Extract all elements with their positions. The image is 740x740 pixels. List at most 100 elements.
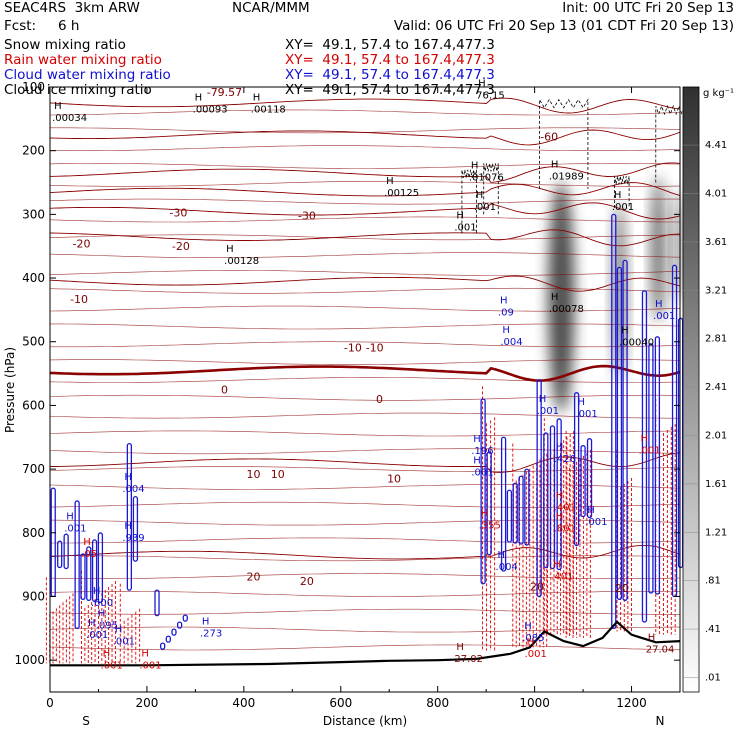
cloud-water-contour	[648, 343, 654, 594]
cloud-water-cell-8	[611, 213, 628, 629]
max-value-label: .801	[554, 524, 576, 535]
isotherm-20	[49, 544, 681, 560]
max-h-glyph: H	[98, 608, 106, 619]
max-value-label: .426	[554, 454, 576, 465]
cloud-water-contour	[500, 436, 507, 572]
cloud-water-cell-2	[126, 442, 139, 591]
cloud-ice-outline-2	[539, 98, 589, 189]
maximum-marker: H.00093	[193, 93, 228, 116]
max-value-label: .085	[522, 633, 544, 644]
maximum-marker: H.001	[537, 394, 559, 417]
isotherm-label: 10	[247, 468, 261, 481]
y-tick-label: 400	[22, 271, 45, 285]
isotherm--40	[49, 182, 681, 197]
isotherm-label: 0	[221, 384, 228, 397]
cloud-water-contour	[580, 445, 586, 518]
max-h-glyph: H	[478, 79, 486, 90]
maximum-marker: H27.04	[646, 633, 675, 656]
max-h-glyph: H	[476, 190, 484, 201]
isotherm-label: 10	[271, 468, 285, 481]
isotherm-label: -10	[70, 293, 88, 306]
max-h-glyph: H	[539, 394, 547, 405]
max-value-label: .600	[91, 598, 113, 609]
max-value-label: .09	[498, 308, 514, 319]
maximum-marker: H.401	[551, 559, 573, 582]
field-name-snow: Snow mixing ratio	[4, 37, 126, 53]
max-value-label: .001	[653, 311, 675, 322]
plot-frame	[49, 86, 681, 693]
maximum-marker: H.01076	[469, 161, 504, 184]
field-xy-cloud-water: XY= 49.1, 57.4 to 167.4,477.3	[285, 67, 495, 83]
maximum-marker: H.00040	[619, 326, 654, 349]
cloud-water-contour	[543, 432, 549, 569]
maximum-marker: H.001	[576, 397, 598, 420]
cloud-water-contour	[126, 442, 133, 591]
cloud-water-cell-4	[480, 398, 492, 585]
max-h-glyph: H	[578, 397, 586, 408]
isotherm-minor	[49, 573, 681, 579]
max-h-glyph: H	[556, 442, 564, 453]
cloud-water-contour	[91, 539, 98, 602]
max-value-label: .001	[471, 468, 493, 479]
cloud-water-contour	[97, 532, 104, 603]
maximum-marker: H.001	[653, 299, 675, 322]
isotherm-minor	[49, 359, 681, 366]
isotherm-minor	[49, 608, 680, 615]
cloud-water-contour	[74, 500, 80, 629]
x-tick-label: 400	[232, 696, 255, 710]
cloud-ice-outline-3	[614, 176, 630, 209]
field-name-rain: Rain water mixing ratio	[4, 52, 162, 68]
max-value-label: .001	[639, 445, 661, 456]
cloud-water-contour	[573, 392, 580, 547]
maximum-marker: H.001	[639, 433, 661, 456]
colorbar-label: .01	[705, 672, 721, 683]
maximum-marker: H.001	[471, 456, 493, 479]
maximum-marker: H.00078	[549, 292, 584, 315]
maximum-marker: H.355	[479, 508, 501, 531]
left-title: SEAC4RS 3km ARW	[4, 0, 140, 16]
cloud-water-contour	[154, 589, 160, 617]
maximum-marker: H.004	[500, 325, 522, 348]
max-value-label: .001	[576, 409, 598, 420]
maximum-marker: H.001	[64, 512, 86, 535]
maximum-marker: H.01989	[549, 159, 584, 182]
max-value-label: 76.15	[476, 91, 505, 102]
cloud-water-cell-9	[641, 290, 661, 623]
max-h-glyph: H	[386, 176, 394, 187]
y-tick-label: 500	[22, 335, 45, 349]
max-value-label: .001	[585, 517, 607, 528]
max-h-glyph: H	[500, 296, 508, 307]
cloud-water-contour	[63, 533, 69, 570]
max-value-label: .273	[200, 629, 222, 640]
max-value-label: .401	[554, 503, 576, 514]
max-value-label: .939	[122, 533, 144, 544]
isotherm-label: -79.57	[207, 86, 242, 99]
max-value-label: .01076	[469, 173, 504, 184]
max-h-glyph: H	[502, 325, 510, 336]
y-tick-label: 700	[22, 462, 45, 476]
isotherm-label: 0	[376, 393, 383, 406]
cloud-water-contour	[622, 259, 628, 601]
max-value-label: .401	[551, 571, 573, 582]
cloud-water-contour	[518, 475, 524, 545]
maximum-marker: H.939	[122, 521, 144, 544]
isotherm--30	[49, 202, 681, 220]
cloud-water-contour	[536, 379, 542, 598]
y-tick-label: 300	[22, 207, 45, 221]
isotherm-label: -30	[298, 210, 316, 223]
maximum-marker: H.00034	[52, 101, 87, 124]
cloud-water-cell-6	[536, 379, 562, 598]
max-h-glyph: H	[253, 93, 261, 104]
isotherm-minor	[49, 555, 681, 562]
max-value-label: .01989	[549, 171, 584, 182]
cloud-water-cell-3	[154, 589, 188, 650]
cloud-water-cell-0	[50, 487, 69, 598]
rain-cell-2	[119, 583, 141, 664]
y-tick-label: 1000	[14, 653, 45, 667]
max-value-label: .00093	[193, 105, 228, 116]
colorbar-label: 2.81	[705, 334, 727, 345]
maximum-marker: H.095	[96, 608, 118, 631]
south-label: S	[82, 714, 90, 728]
max-h-glyph: H	[226, 244, 234, 255]
